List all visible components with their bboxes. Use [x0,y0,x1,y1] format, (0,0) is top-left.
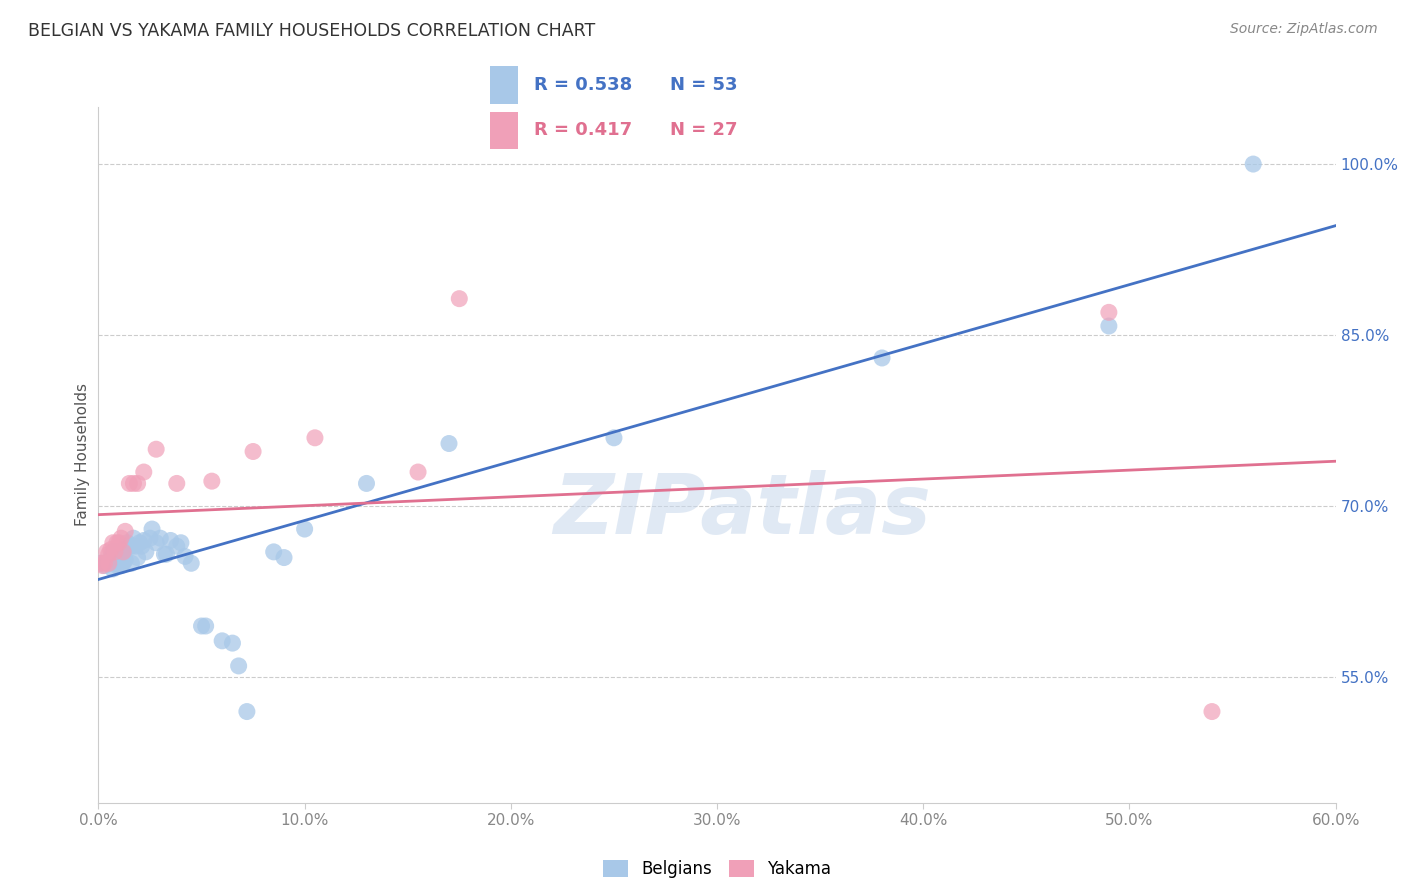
Point [114,524,136,539]
Point [139,531,162,545]
Text: BELGIAN VS YAKAMA FAMILY HOUSEHOLDS CORRELATION CHART: BELGIAN VS YAKAMA FAMILY HOUSEHOLDS CORR… [28,22,595,40]
Point [122,476,145,491]
Point [105,558,128,573]
Point [406,465,429,479]
Point [101,545,124,559]
Point [180,556,202,570]
Bar [491,112,519,149]
Point [166,539,188,553]
Point [108,535,131,549]
Point [105,535,128,549]
Point [294,522,316,536]
Point [194,619,217,633]
Point [108,553,131,567]
Point [112,545,135,559]
Point [170,535,193,549]
Text: R = 0.538: R = 0.538 [534,76,631,94]
Point [1098,305,1121,319]
Point [122,531,145,545]
Point [145,442,167,457]
Point [132,465,155,479]
Point [304,431,326,445]
Point [174,549,197,564]
Point [97,556,120,570]
Point [118,476,141,491]
Point [141,522,163,536]
Point [110,531,132,545]
Legend: Belgians, Yakama: Belgians, Yakama [596,854,838,885]
Point [117,535,139,549]
Point [263,545,285,559]
Point [110,558,132,573]
Point [145,535,167,549]
Point [356,476,378,491]
Point [603,431,626,445]
Point [201,474,224,488]
Point [449,292,471,306]
Text: ZIPatlas: ZIPatlas [553,470,931,551]
Point [114,553,136,567]
Point [104,556,127,570]
Point [1241,157,1264,171]
Text: R = 0.417: R = 0.417 [534,121,631,139]
Point [131,539,153,553]
Text: N = 53: N = 53 [669,76,737,94]
Text: N = 27: N = 27 [669,121,737,139]
Point [273,550,295,565]
Point [190,619,212,633]
Point [1201,705,1223,719]
Text: Source: ZipAtlas.com: Source: ZipAtlas.com [1230,22,1378,37]
Point [97,547,120,561]
Point [124,539,146,553]
Point [132,533,155,548]
Point [149,531,172,545]
Point [159,533,181,548]
Y-axis label: Family Households: Family Households [75,384,90,526]
Point [228,659,250,673]
Point [155,547,177,561]
Point [114,542,136,557]
Point [128,535,150,549]
Point [101,562,124,576]
Point [211,633,233,648]
Point [437,436,460,450]
Point [135,545,157,559]
Point [120,556,142,570]
Point [89,556,111,570]
Point [166,476,188,491]
Point [110,545,132,559]
Point [112,545,135,559]
Point [118,539,141,553]
Point [97,556,120,570]
Point [93,556,115,570]
Point [870,351,893,365]
Point [96,545,118,559]
Point [236,705,259,719]
Point [1098,319,1121,334]
Point [101,535,124,549]
Point [93,558,115,573]
Point [127,550,149,565]
Point [104,545,127,559]
Point [89,556,111,570]
Point [221,636,243,650]
Point [100,542,122,557]
Point [153,547,176,561]
Point [91,558,114,573]
Point [100,550,122,565]
Point [105,545,128,559]
Point [120,539,142,553]
Bar [491,66,519,103]
Point [127,476,149,491]
Point [112,556,135,570]
Point [242,444,264,458]
